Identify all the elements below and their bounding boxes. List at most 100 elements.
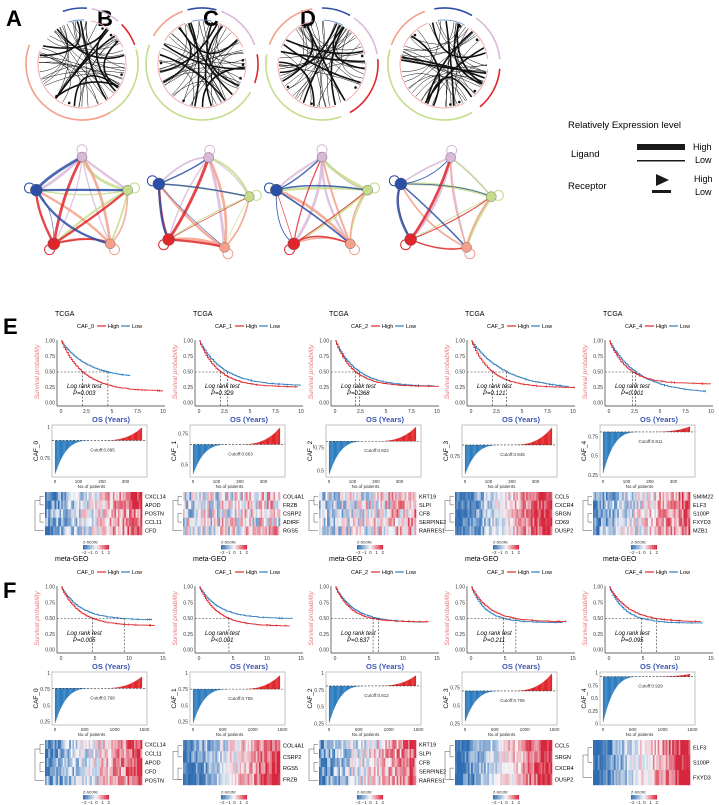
heatmap-cell [255, 492, 258, 501]
heatmap-cell [330, 767, 333, 777]
heatmap-cell [622, 509, 625, 518]
heatmap-cell [320, 749, 323, 759]
heatmap-cell [479, 751, 482, 763]
heatmap-cell [401, 767, 404, 777]
colorbar-tick: 0 [95, 550, 98, 555]
heatmap-cell [367, 526, 370, 536]
heatmap-cell [67, 749, 70, 759]
heatmap-cell [651, 526, 654, 536]
interaction-chord [85, 21, 89, 107]
heatmap-cell [398, 749, 401, 759]
network-edge [409, 157, 452, 241]
heatmap-cell [125, 500, 128, 510]
heatmap-cell [275, 509, 278, 518]
heatmap-cell [231, 517, 234, 527]
heatmap-cell [677, 509, 679, 518]
network-edge [53, 189, 129, 245]
heatmap-cell [72, 500, 75, 510]
colorbar-segment [367, 795, 369, 800]
heatmap-cell [255, 526, 258, 536]
heatmap-cell [205, 509, 208, 518]
colorbar-segment [372, 795, 374, 800]
heatmap-cell [85, 517, 88, 527]
heatmap-cell [117, 776, 120, 786]
heatmap-cell [70, 500, 73, 510]
heatmap-cell [652, 500, 655, 510]
heatmap-cell [137, 500, 140, 510]
heatmap-cell [265, 526, 268, 536]
heatmap-cell [213, 509, 216, 518]
heatmap-cell [328, 749, 331, 759]
heatmap-cell [673, 526, 676, 536]
heatmap-cell [401, 758, 404, 768]
heatmap-cell [511, 500, 514, 510]
heatmap-cell [197, 517, 200, 527]
heatmap-cell [524, 492, 527, 501]
colorbar-segment [638, 545, 641, 550]
heatmap-cell [484, 517, 487, 527]
interaction-chord [431, 69, 487, 106]
outer-segment-arc [109, 49, 139, 114]
heatmap-cell [114, 776, 117, 786]
heatmap-cell [106, 517, 109, 527]
heatmap-cell [127, 740, 130, 750]
y-axis-label: CAF_2 [307, 688, 314, 709]
heatmap-cell [99, 740, 102, 750]
survival-curve-high [61, 586, 155, 626]
network-edge [167, 157, 210, 240]
heatmap-cell [364, 776, 367, 786]
heatmap-cell [660, 492, 663, 501]
heatmap-cell [276, 762, 279, 774]
gene-label: SLPI [419, 503, 431, 509]
heatmap-cell [99, 492, 102, 501]
heatmap-cell [212, 492, 215, 501]
network-node [203, 152, 214, 163]
heatmap-cell [467, 517, 470, 527]
y-tick-label: 0.5 [43, 703, 50, 709]
heatmap-cell [356, 740, 359, 750]
heatmap-cell [70, 776, 73, 786]
interaction-chord [278, 30, 349, 66]
heatmap-cell [535, 509, 538, 518]
heatmap-cell [667, 492, 670, 501]
heatmap-cell [461, 509, 464, 518]
heatmap-cell [513, 740, 516, 752]
heatmap-cell [255, 740, 258, 752]
heatmap-cell [380, 500, 383, 510]
network-edge [158, 183, 225, 248]
heatmap-cell [246, 492, 248, 501]
heatmap-cell [62, 517, 65, 527]
heatmap-cell [382, 509, 384, 518]
heatmap-cell [138, 740, 141, 750]
heatmap-cell [476, 751, 478, 763]
heatmap-cell [216, 740, 219, 752]
heatmap-cell [228, 762, 231, 774]
heatmap-cell [212, 751, 215, 763]
heatmap-cell [501, 517, 504, 527]
cohort-title: meta-GEO [193, 556, 227, 563]
heatmap-cell [681, 509, 684, 518]
heatmap-cell [205, 762, 208, 774]
heatmap-cell [657, 509, 660, 518]
heatmap-cell [670, 526, 673, 536]
heatmap-cell [656, 509, 658, 518]
heatmap-cell [547, 517, 550, 527]
heatmap-cell [234, 751, 237, 763]
heatmap-cell [205, 740, 208, 752]
heatmap-cell [485, 751, 488, 763]
x-tick-label: 0 [192, 727, 195, 732]
colorbar-tick: −1 [362, 550, 368, 555]
heatmap-cell [137, 749, 140, 759]
gene-label: CCL11 [145, 520, 162, 526]
colorbar-segment [223, 795, 225, 800]
colorbar-segment [99, 795, 102, 800]
heatmap-cell [225, 492, 227, 501]
colorbar-tick: −2 [81, 550, 87, 555]
interaction-chord [429, 23, 487, 72]
heatmap-cell [493, 500, 496, 510]
heatmap-cell [278, 773, 281, 786]
heatmap-cell [364, 517, 367, 527]
colorbar-segment [92, 795, 94, 800]
